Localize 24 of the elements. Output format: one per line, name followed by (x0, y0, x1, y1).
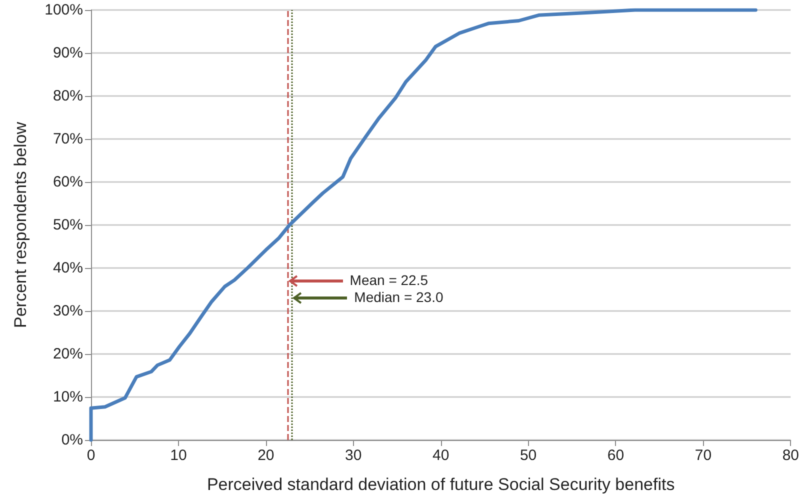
y-tick-label: 20% (52, 346, 83, 362)
x-tick-label: 10 (170, 447, 187, 464)
x-axis-title: Perceived standard deviation of future Social Security benefits (206, 475, 675, 494)
x-tick-label: 0 (86, 447, 96, 464)
annotation: Mean = 22.5 (350, 272, 428, 288)
y-tick-label: 0% (61, 432, 83, 448)
y-tick-label: 70% (52, 130, 83, 148)
y-tick-label: 100% (44, 2, 83, 18)
x-tick-label: 40 (432, 447, 450, 464)
x-tick-label: 30 (345, 447, 362, 464)
y-tick-label: 60% (52, 174, 83, 190)
x-tick-label: 80 (782, 447, 799, 464)
y-tick-label: 90% (52, 44, 83, 62)
y-tick-label: 30% (52, 302, 83, 320)
y-tick-label: 10% (52, 388, 83, 406)
x-tick-label: 60 (607, 447, 624, 464)
y-tick-label: 40% (52, 260, 83, 276)
annotation: Median = 23.0 (354, 289, 444, 306)
y-tick-label: 50% (52, 216, 83, 234)
x-tick-label: 70 (694, 447, 712, 464)
y-tick-label: 80% (52, 88, 83, 104)
x-tick-label: 20 (258, 447, 274, 464)
x-tick-label: 50 (520, 447, 537, 464)
y-axis-title: Percent respondents below (11, 121, 30, 328)
